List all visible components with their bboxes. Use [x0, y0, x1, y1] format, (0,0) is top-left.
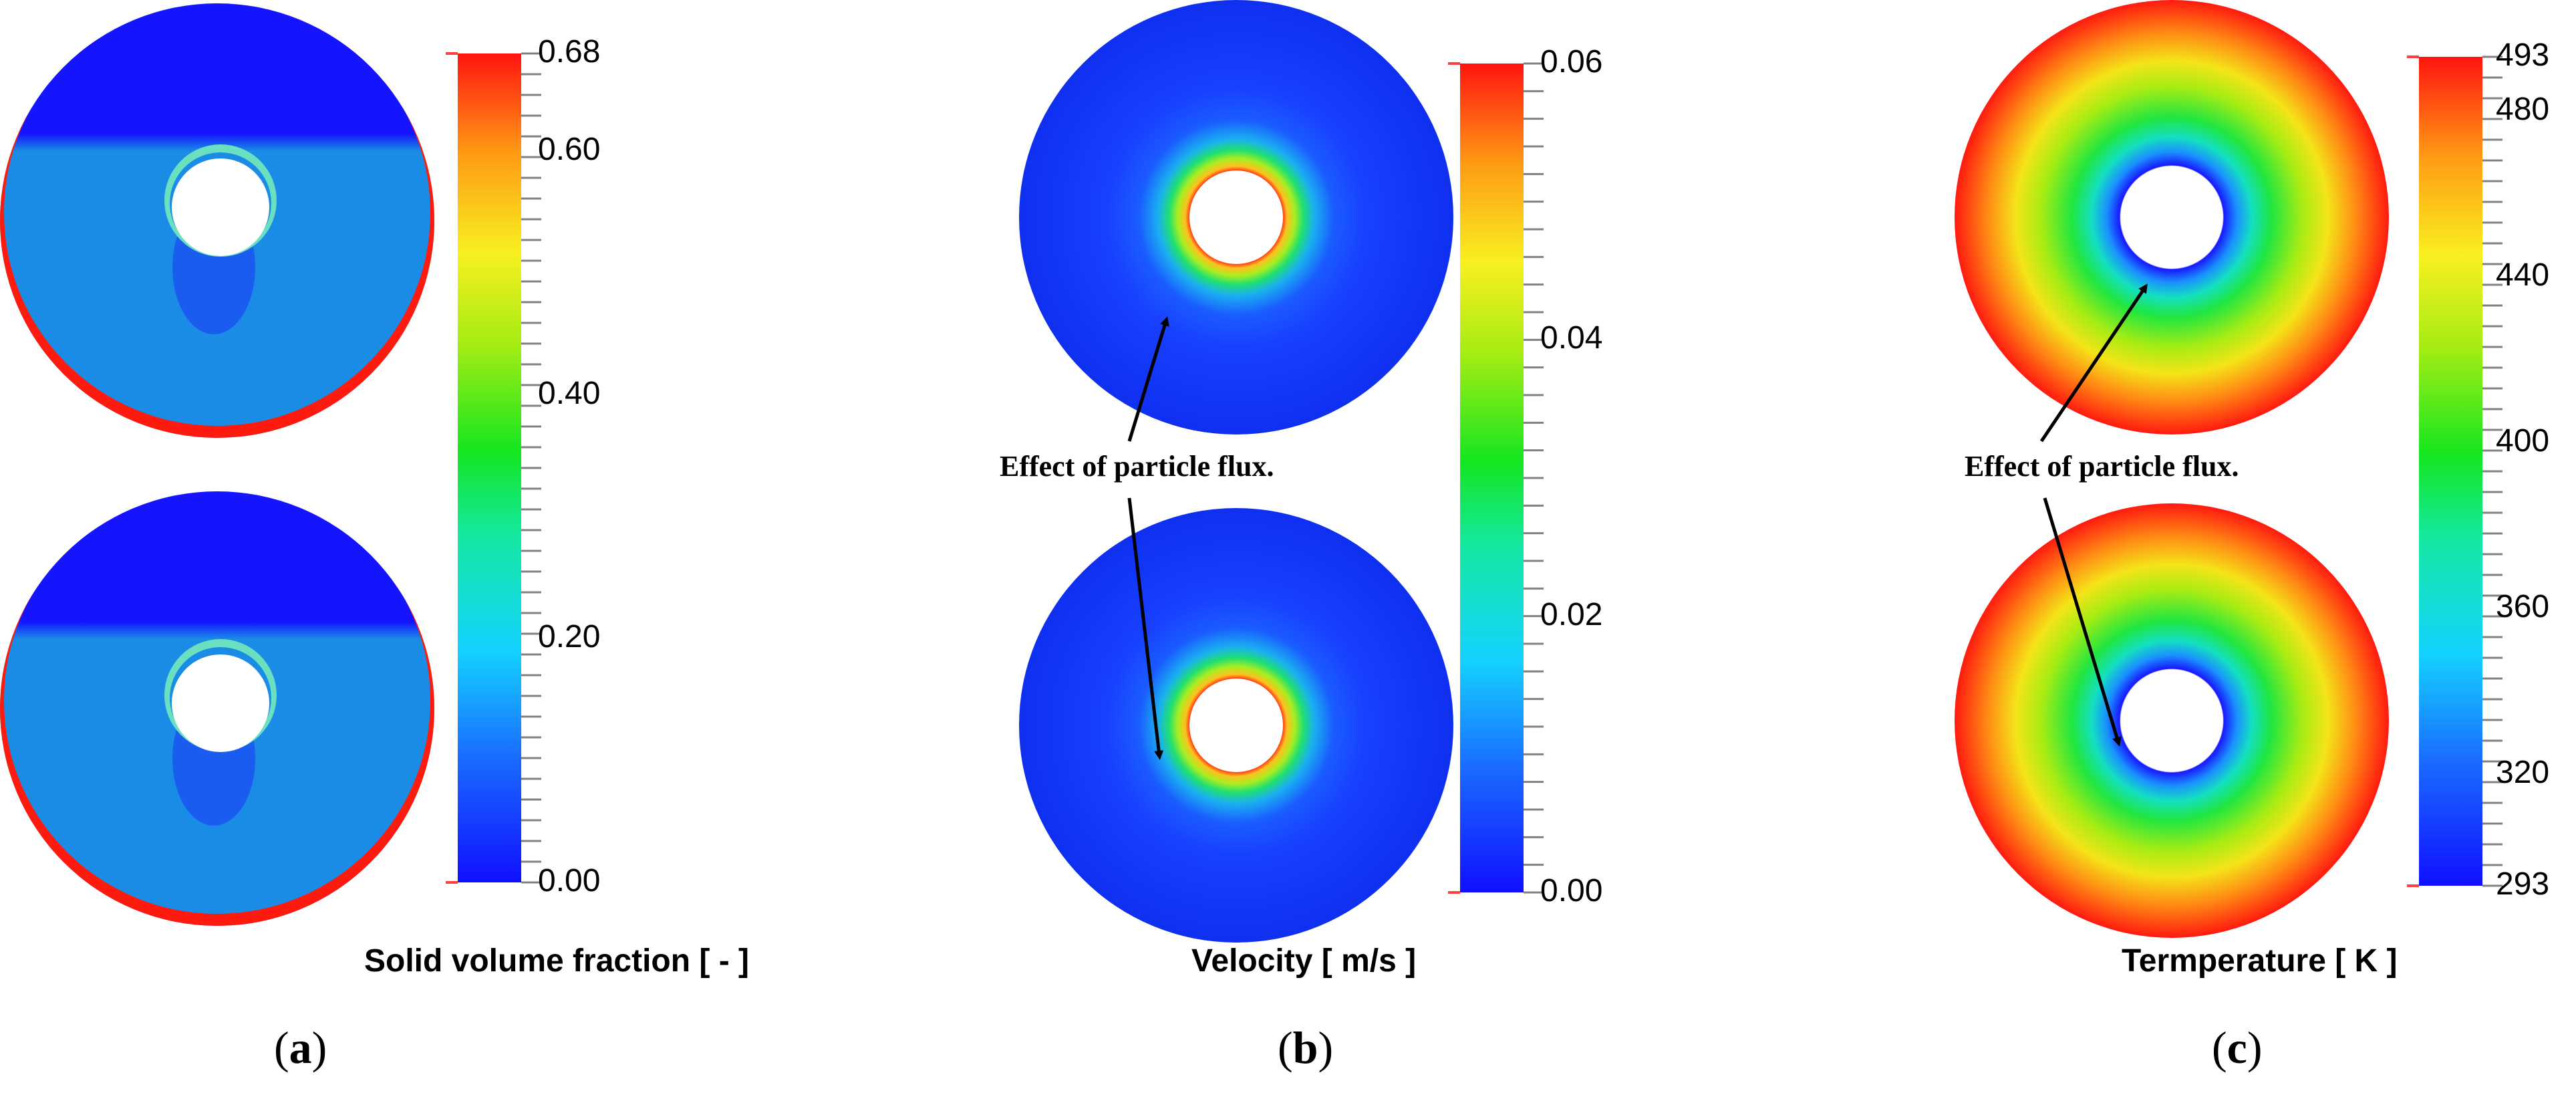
panel-c-contours [1955, 0, 2389, 938]
colorbar-a-tick-label: 0.40 [538, 375, 601, 411]
colorbar-a-tick-label: 0.60 [538, 131, 601, 167]
panel-label-c: (c) [2212, 1022, 2263, 1073]
panel-a-contours [0, 3, 434, 926]
colorbar-c [2407, 55, 2502, 887]
annotation-c: Effect of particle flux. [1965, 450, 2239, 483]
colorbar-c-tick-label: 360 [2496, 588, 2550, 624]
colorbar-a-tick-label: 0.68 [538, 34, 601, 70]
colorbar-a-tick-label: 0.00 [538, 863, 601, 898]
colorbar-b-title: Velocity [ m/s ] [1191, 943, 1417, 979]
colorbar-b-tick-label: 0.02 [1540, 596, 1603, 632]
colorbar-b-tick-label: 0.06 [1540, 44, 1603, 80]
colorbar-c-tick-label: 400 [2496, 422, 2550, 459]
colorbar-c-tick-label: 440 [2496, 257, 2550, 293]
colorbar-a [446, 52, 541, 884]
colorbar-a-tick-label: 0.20 [538, 619, 601, 655]
panel-c-top-disc [1955, 0, 2389, 435]
colorbar-a-title: Solid volume fraction [ - ] [364, 943, 750, 979]
panel-label-b: (b) [1278, 1022, 1334, 1073]
annotation-b: Effect of particle flux. [1000, 450, 1274, 483]
colorbar-c-tick-label: 493 [2496, 37, 2550, 73]
panel-c-bottom-disc [1955, 503, 2389, 938]
colorbar-c-tick-label: 480 [2496, 91, 2550, 127]
panel-a-bottom-disc [0, 491, 434, 926]
annotation-arrows-c [2039, 283, 2148, 747]
colorbar-b [1448, 62, 1544, 894]
colorbar-c-title: Termperature [ K ] [2122, 943, 2398, 979]
colorbar-b-tick-label: 0.04 [1540, 320, 1603, 356]
colorbar-c-tick-label: 293 [2496, 866, 2550, 902]
panel-b-contours [1019, 0, 1453, 943]
panel-label-a: (a) [274, 1022, 327, 1073]
annotation-arrows-b [1127, 316, 1169, 760]
panel-a-top-disc [0, 3, 434, 438]
colorbar-b-tick-label: 0.00 [1540, 873, 1603, 908]
colorbar-c-tick-label: 320 [2496, 754, 2550, 790]
